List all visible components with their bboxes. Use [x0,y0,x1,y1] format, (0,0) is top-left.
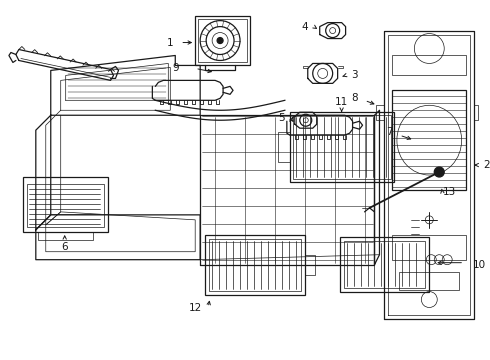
Bar [23,177,107,232]
Text: 10: 10 [472,260,486,270]
Bar [343,241,425,288]
Bar [278,132,290,162]
Bar [290,112,394,182]
Text: 7: 7 [386,127,393,137]
Text: 12: 12 [189,302,202,312]
Bar [209,239,301,291]
Text: 13: 13 [442,187,456,197]
Circle shape [217,37,223,44]
Bar [399,272,459,289]
Text: 1: 1 [167,37,173,48]
Bar [340,237,429,292]
Text: 5: 5 [278,113,285,123]
Bar [293,115,392,179]
Bar [392,235,466,260]
Bar [392,55,466,75]
Circle shape [434,167,444,177]
Text: 6: 6 [61,242,68,252]
Text: 9: 9 [172,63,178,73]
Bar [195,15,250,66]
Text: 8: 8 [351,93,358,103]
Bar [38,232,93,240]
Bar [27,184,103,227]
Text: 2: 2 [483,160,490,170]
Text: 3: 3 [351,71,358,80]
Bar [205,235,305,294]
Bar [198,19,247,62]
Bar [305,255,315,275]
Text: 11: 11 [335,97,348,107]
Bar [392,90,466,190]
Text: 4: 4 [301,22,308,32]
